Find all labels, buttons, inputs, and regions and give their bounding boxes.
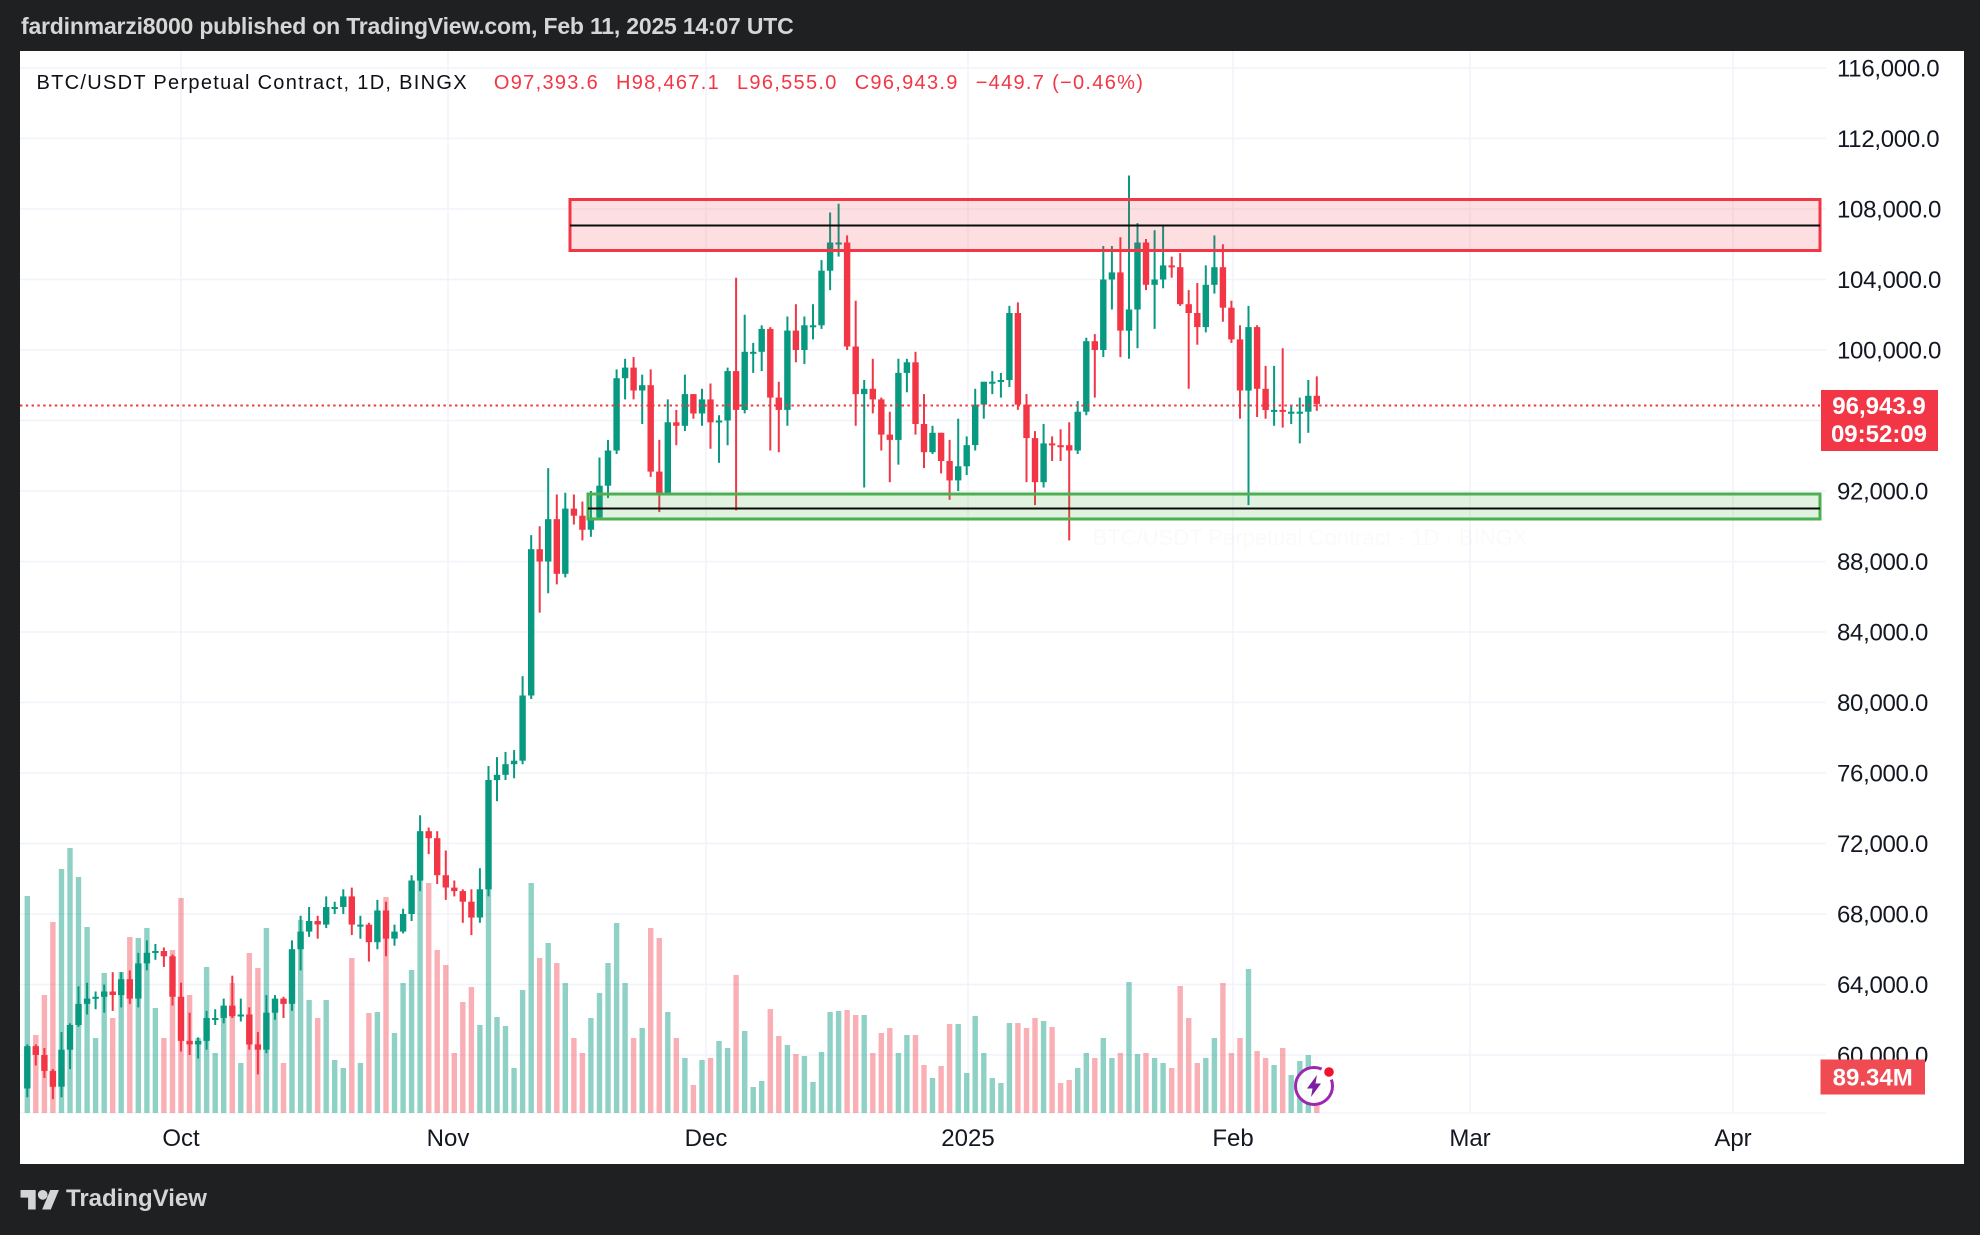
- svg-text:112,000.0: 112,000.0: [1837, 126, 1939, 153]
- svg-text:96,943.9: 96,943.9: [1832, 393, 1925, 420]
- svg-text:92,000.0: 92,000.0: [1837, 479, 1928, 506]
- svg-text:104,000.0: 104,000.0: [1837, 267, 1941, 294]
- svg-text:Mar: Mar: [1449, 1125, 1490, 1152]
- svg-text:88,000.0: 88,000.0: [1837, 549, 1928, 576]
- svg-text:116,000.0: 116,000.0: [1837, 56, 1939, 83]
- svg-text:2025: 2025: [941, 1125, 994, 1152]
- svg-text:BTC/USDT Perpetual Contract ·: BTC/USDT Perpetual Contract · 1D · BINGX: [1093, 525, 1528, 550]
- svg-text:108,000.0: 108,000.0: [1837, 197, 1941, 224]
- svg-text:89.34M: 89.34M: [1833, 1065, 1913, 1092]
- svg-text:68,000.0: 68,000.0: [1837, 902, 1928, 929]
- svg-text:100,000.0: 100,000.0: [1837, 338, 1941, 365]
- svg-text:84,000.0: 84,000.0: [1837, 620, 1928, 647]
- svg-text:Oct: Oct: [162, 1125, 200, 1152]
- svg-text:Apr: Apr: [1714, 1125, 1751, 1152]
- svg-text:64,000.0: 64,000.0: [1837, 972, 1928, 999]
- svg-text:Feb: Feb: [1212, 1125, 1253, 1152]
- svg-text:BTC/USDT Perpetual Contract, 1: BTC/USDT Perpetual Contract, 1D, BINGX O9…: [37, 72, 1145, 94]
- svg-text:Dec: Dec: [685, 1125, 728, 1152]
- svg-text:76,000.0: 76,000.0: [1837, 761, 1928, 788]
- svg-text:09:52:09: 09:52:09: [1831, 421, 1927, 448]
- svg-text:80,000.0: 80,000.0: [1837, 690, 1928, 717]
- svg-text:Nov: Nov: [427, 1125, 470, 1152]
- svg-text:72,000.0: 72,000.0: [1837, 831, 1928, 858]
